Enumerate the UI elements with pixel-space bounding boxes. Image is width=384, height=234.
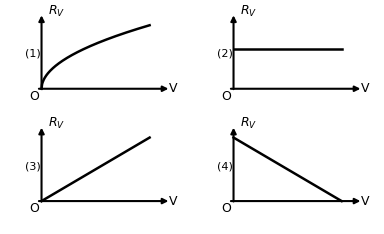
Text: $R_V$: $R_V$ xyxy=(48,4,65,19)
Text: V: V xyxy=(361,195,370,208)
Text: V: V xyxy=(361,82,370,95)
Text: (1): (1) xyxy=(25,49,41,59)
Text: V: V xyxy=(169,195,178,208)
Text: (4): (4) xyxy=(217,161,233,171)
Text: (2): (2) xyxy=(217,49,233,59)
Text: O: O xyxy=(221,90,231,103)
Text: O: O xyxy=(221,202,231,215)
Text: $R_V$: $R_V$ xyxy=(240,4,257,19)
Text: O: O xyxy=(29,90,39,103)
Text: $R_V$: $R_V$ xyxy=(48,116,65,131)
Text: O: O xyxy=(29,202,39,215)
Text: (3): (3) xyxy=(25,161,41,171)
Text: V: V xyxy=(169,82,178,95)
Text: $R_V$: $R_V$ xyxy=(240,116,257,131)
